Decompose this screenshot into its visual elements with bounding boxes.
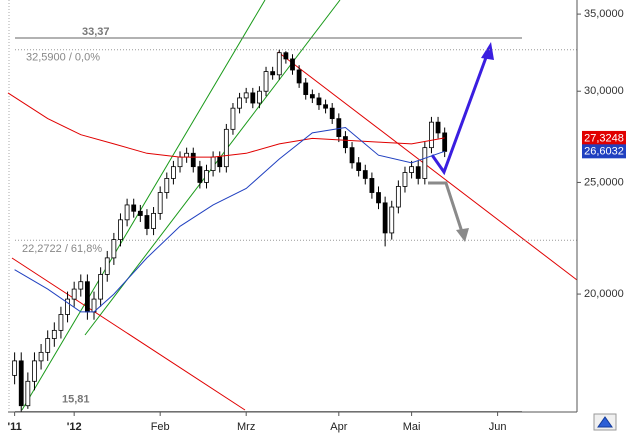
moving-average [7,92,445,158]
price-tag [582,144,626,159]
candle-body [118,219,123,241]
forecast-arrow [430,51,490,176]
candle-body [71,288,77,300]
candle-body [157,192,163,214]
candle-body [316,97,322,106]
candle-body [12,360,18,376]
candle-body [58,314,64,331]
candle-body [442,132,448,152]
candle-body [38,351,44,362]
candle-body [45,338,51,353]
candle-body [356,162,362,171]
candle-body [18,360,24,407]
level-label: 15,81 [62,394,90,406]
price-tag-label: 26,6032 [584,146,624,158]
candle-body [429,121,434,149]
candle-body [276,52,282,76]
y-tick-label: 20,0000 [584,288,624,300]
x-tick-label: '11 [7,421,21,433]
candle-body [25,380,31,407]
candle-body [243,92,249,99]
candle-body [131,204,137,212]
candle-body [204,170,209,183]
icon[interactable] [597,416,613,428]
arrow-head [456,228,469,242]
candle-body [402,172,408,187]
level-label: 22,2722 / 61,8% [22,243,102,255]
candle-body [237,97,242,109]
candle-body [362,170,368,179]
candle-body [435,121,441,134]
candle-body [197,166,203,183]
trend-line [11,257,246,411]
candle-body [395,186,401,208]
x-tick-label: '12 [67,421,82,433]
price-tag [582,130,626,145]
candle-body [296,69,302,84]
candle-body [409,166,414,173]
candle-body [336,118,342,137]
candle-body [223,128,229,168]
level-label: 33,37 [82,26,110,38]
candle-body [382,202,388,234]
candle-body [283,52,289,60]
trend-line [277,51,578,281]
candle-body [104,257,110,275]
forecast-arrow [428,181,464,233]
candle-body [78,281,84,290]
x-tick-label: Mrz [237,421,255,433]
candle-body [164,178,170,193]
candle-body [263,71,269,92]
candle-body [323,104,328,109]
x-tick-label: Jun [489,421,507,433]
moving-average [14,126,445,313]
candle-body [137,210,143,216]
arrow-head [481,42,494,60]
candle-body [290,58,295,71]
candle-body [369,178,375,193]
candle-body [415,166,421,179]
candle-body [376,192,381,204]
candle-body [303,82,309,95]
candle-body [144,215,150,229]
candle-body [217,156,223,168]
candle-body [422,147,428,179]
candle-body [171,166,176,179]
candle-body [349,147,355,164]
candle-body [65,298,70,315]
y-tick-label: 35,0000 [584,8,624,20]
candle-body [98,274,104,300]
candle-body [389,206,395,234]
candle-body [343,136,348,149]
settings-icon[interactable] [593,413,617,431]
candle-body [84,281,90,313]
level-label: 32,5900 / 0,0% [26,52,100,64]
candle-body [250,92,256,104]
candle-body [177,156,183,168]
candle-body [309,94,315,99]
x-tick-label: Feb [151,421,170,433]
price-tag-label: 27,3248 [584,132,624,144]
candle-body [270,71,276,76]
candle-body [151,212,156,229]
candle-body [230,107,236,130]
candle-body [51,329,57,339]
candle-body [257,90,262,104]
candle-body [124,204,130,221]
y-tick-label: 25,0000 [584,176,624,188]
channel-line [21,0,266,411]
candle-body [210,156,216,171]
y-tick-label: 30,0000 [584,85,624,97]
candle-body [32,360,37,382]
candle-body [111,239,117,259]
x-tick-label: Apr [330,421,347,433]
candle-body [190,152,196,168]
candle-body [329,107,335,120]
candle-body [184,152,190,158]
x-tick-label: Mai [403,421,421,433]
